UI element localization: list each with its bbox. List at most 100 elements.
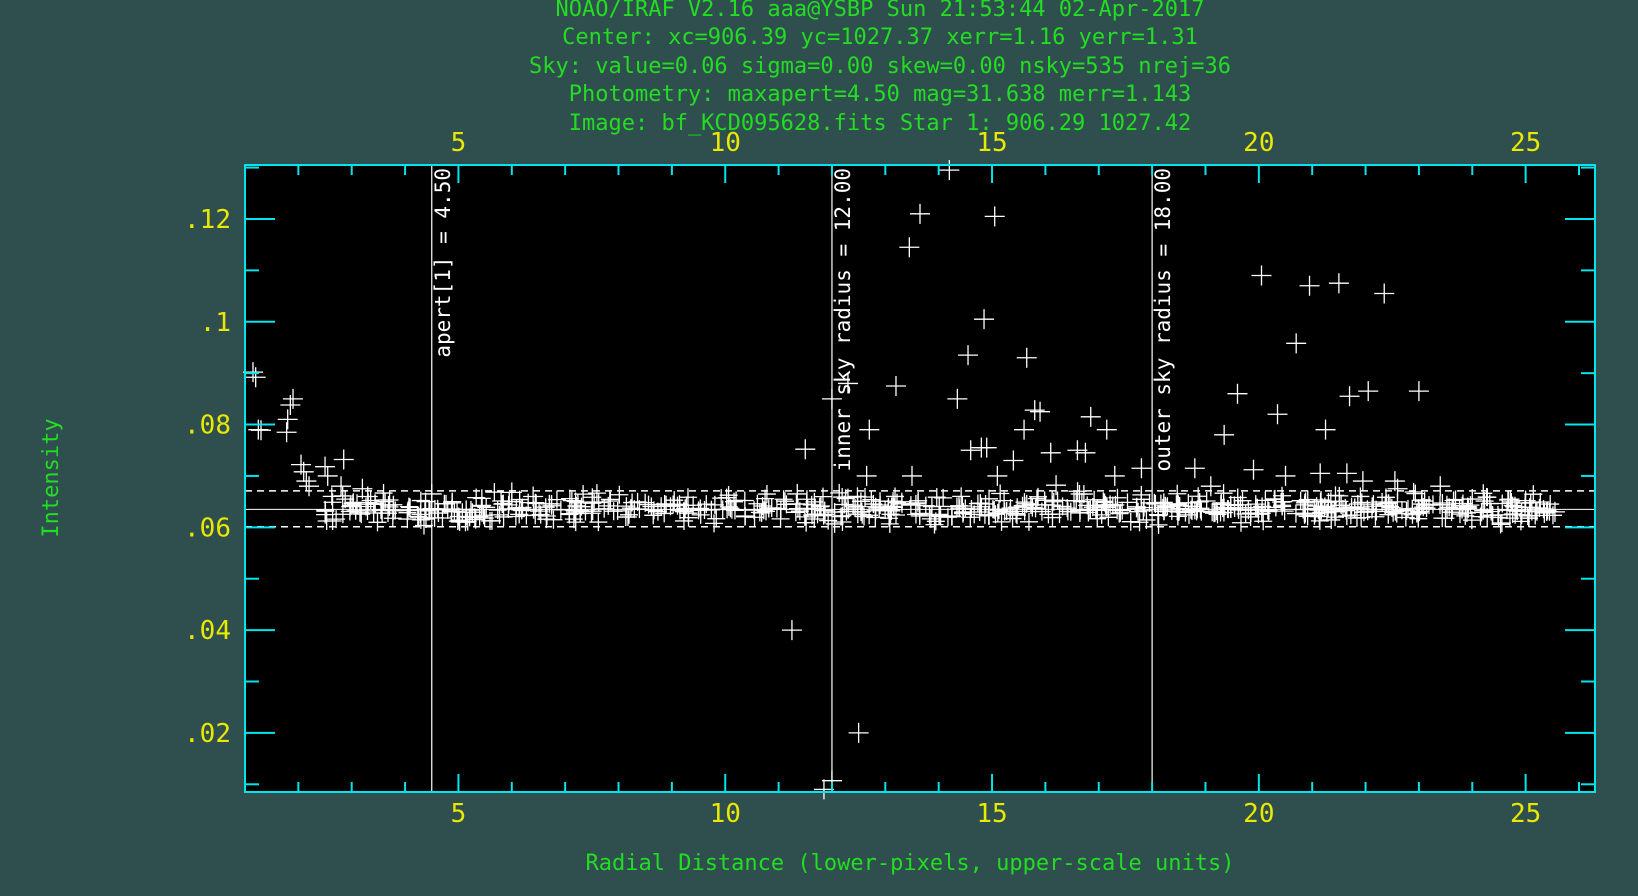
data-point bbox=[939, 160, 960, 181]
sky-band-point bbox=[965, 505, 984, 524]
sky-band-point bbox=[1111, 503, 1130, 522]
sky-band-point bbox=[530, 502, 549, 521]
header-line-1: NOAO/IRAF V2.16 aaa@YSBP Sun 21:53:44 02… bbox=[555, 0, 1204, 22]
data-point bbox=[974, 309, 995, 330]
sky-band-point bbox=[1326, 508, 1345, 527]
data-point bbox=[299, 476, 320, 497]
data-point bbox=[1024, 400, 1045, 421]
sky-band-point bbox=[323, 512, 342, 531]
sky-band-point bbox=[1415, 492, 1434, 511]
y-tick-label: .06 bbox=[184, 513, 231, 543]
sky-band-point bbox=[790, 502, 809, 521]
sky-band-point bbox=[1254, 512, 1273, 531]
data-point bbox=[1075, 442, 1096, 463]
sky-band-point bbox=[717, 488, 736, 507]
data-points bbox=[243, 160, 1565, 800]
sky-band-point bbox=[1053, 497, 1072, 516]
x-tick-label: 25 bbox=[1510, 799, 1541, 829]
sky-band-point bbox=[991, 484, 1010, 503]
sky-band-point bbox=[797, 513, 816, 532]
data-point bbox=[1014, 419, 1035, 440]
sky-band-point bbox=[1132, 490, 1151, 509]
sky-band-point bbox=[472, 497, 491, 516]
sky-band-point bbox=[771, 500, 790, 519]
sky-band-point bbox=[1534, 499, 1553, 518]
sky-band-point bbox=[1453, 496, 1472, 515]
sky-band-point bbox=[952, 487, 971, 506]
sky-band-point bbox=[433, 509, 452, 528]
sky-band-point bbox=[1026, 499, 1045, 518]
sky-band-point bbox=[1259, 502, 1278, 521]
data-point bbox=[795, 439, 816, 460]
sky-band-point bbox=[1531, 492, 1550, 511]
sky-band-point bbox=[921, 509, 940, 528]
sky-band-point bbox=[887, 505, 906, 524]
sky-band-point bbox=[1228, 488, 1247, 507]
sky-band-point bbox=[979, 506, 998, 525]
sky-band-point bbox=[839, 500, 858, 519]
sky-band-point bbox=[1294, 500, 1313, 519]
data-point bbox=[859, 419, 880, 440]
data-point bbox=[1184, 458, 1205, 479]
plot-header: NOAO/IRAF V2.16 aaa@YSBP Sun 21:53:44 02… bbox=[529, 0, 1231, 136]
data-point bbox=[1067, 440, 1088, 461]
data-point bbox=[296, 471, 317, 492]
sky-band-point bbox=[719, 497, 738, 516]
sky-band-point bbox=[368, 513, 387, 532]
sky-band-point bbox=[448, 512, 467, 531]
sky-band-point bbox=[748, 494, 767, 513]
sky-band-point bbox=[1187, 502, 1206, 521]
data-point bbox=[1096, 419, 1117, 440]
sky-band-point bbox=[670, 501, 689, 520]
data-point bbox=[885, 375, 906, 396]
data-point bbox=[1315, 419, 1336, 440]
sky-band-point bbox=[1503, 504, 1522, 523]
sky-band-point bbox=[1307, 497, 1326, 516]
y-axis-label: Intensity bbox=[39, 418, 64, 537]
data-point bbox=[947, 388, 968, 409]
sky-band-point bbox=[1068, 482, 1087, 501]
data-point bbox=[1339, 386, 1360, 407]
data-point bbox=[333, 449, 354, 470]
sky-band-point bbox=[1050, 505, 1069, 524]
sky-band-point bbox=[1515, 498, 1534, 517]
data-point bbox=[958, 345, 979, 366]
sky-band-point bbox=[1409, 509, 1428, 528]
sky-band-point bbox=[374, 484, 393, 503]
sky-band-point bbox=[1433, 509, 1452, 528]
sky-band-point bbox=[1332, 496, 1351, 515]
sky-band-point bbox=[1367, 502, 1386, 521]
data-point bbox=[976, 437, 997, 458]
sky-band-point bbox=[972, 497, 991, 516]
sky-band-point bbox=[884, 492, 903, 511]
sky-band-point bbox=[1519, 508, 1538, 527]
sky-band-point bbox=[1121, 512, 1140, 531]
sky-band-point bbox=[1384, 503, 1403, 522]
sky-band-point bbox=[644, 506, 663, 525]
data-point bbox=[1104, 465, 1125, 486]
data-point bbox=[331, 476, 352, 497]
sky-band-point bbox=[583, 502, 602, 521]
sky-band-point bbox=[1127, 497, 1146, 516]
sky-band-point bbox=[815, 501, 834, 520]
sky-band-point bbox=[860, 506, 879, 525]
sky-band-point bbox=[695, 501, 714, 520]
sky-band-point bbox=[562, 491, 581, 510]
sky-band-point bbox=[910, 504, 929, 523]
sky-band-point bbox=[361, 491, 380, 510]
data-point bbox=[899, 237, 920, 258]
sky-band-point bbox=[1417, 499, 1436, 518]
sky-band-point bbox=[678, 488, 697, 507]
sky-band-point bbox=[1319, 493, 1338, 512]
data-point bbox=[1286, 333, 1307, 354]
sky-band-point bbox=[1295, 493, 1314, 512]
sky-band-point bbox=[1404, 483, 1423, 502]
sky-band-point bbox=[882, 501, 901, 520]
sky-band-point bbox=[1071, 501, 1090, 520]
sky-band-point bbox=[1379, 505, 1398, 524]
sky-band-point bbox=[775, 492, 794, 511]
sky-band-point bbox=[582, 504, 601, 523]
sky-band-point bbox=[1231, 513, 1250, 532]
sky-band-point bbox=[517, 506, 536, 525]
